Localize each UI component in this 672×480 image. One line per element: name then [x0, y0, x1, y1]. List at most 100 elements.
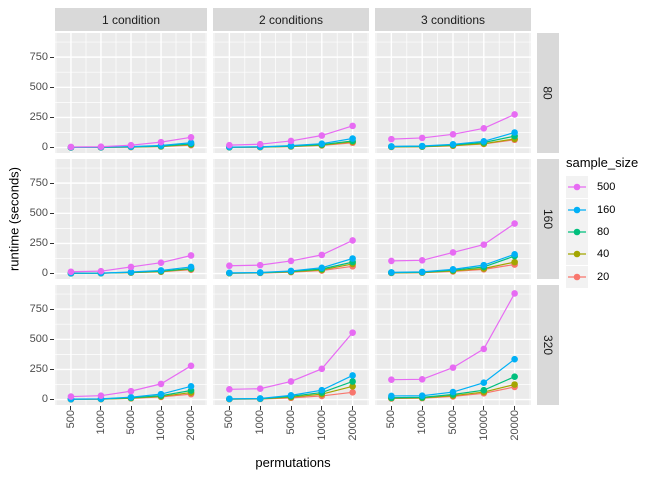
y-tick-label: 250 — [29, 362, 48, 375]
y-tick-mark — [50, 368, 54, 370]
data-point-160 — [256, 395, 264, 402]
data-point-160 — [388, 269, 395, 276]
x-tick-mark — [228, 406, 230, 410]
facet-row-strip-label: 80 — [540, 86, 555, 100]
facet-row-strip-label: 320 — [541, 334, 555, 356]
x-tick-label-text: 5000 — [285, 410, 297, 435]
x-tick-label-text: 500 — [385, 410, 398, 429]
data-point-500 — [449, 249, 457, 256]
data-point-160 — [449, 388, 457, 396]
data-point-160 — [480, 138, 488, 145]
facet-col-strip-label: 3 conditions — [420, 12, 486, 27]
y-tick-label: 500 — [29, 332, 48, 345]
data-point-500 — [256, 385, 264, 393]
data-point-500 — [97, 392, 105, 400]
data-point-500 — [256, 140, 264, 148]
facet-row-strip-label: 160 — [541, 208, 555, 230]
y-tick-label: 750 — [29, 302, 48, 315]
x-axis-title: permutations — [255, 455, 331, 470]
data-point-500 — [349, 122, 356, 130]
data-point-500 — [388, 376, 395, 383]
x-tick-label: 10000 — [315, 410, 329, 456]
data-point-500 — [157, 380, 165, 388]
data-point-500 — [187, 252, 195, 259]
legend: sample_size 500 160 80 40 20 — [566, 156, 670, 288]
facet-panel — [213, 33, 369, 153]
x-tick-label: 20000 — [346, 410, 360, 456]
data-point-500 — [480, 241, 488, 248]
data-point-500 — [127, 263, 135, 271]
data-point-500 — [226, 386, 233, 393]
data-point-500 — [157, 138, 165, 146]
data-point-500 — [418, 134, 426, 142]
x-tick-label: 20000 — [508, 410, 522, 456]
legend-key-icon — [566, 176, 588, 199]
data-point-500 — [67, 268, 75, 276]
facet-row-strip: 80 — [537, 33, 559, 153]
y-tick-label: 0 — [41, 267, 48, 280]
legend-entry: 80 — [566, 220, 670, 243]
y-tick-label: 250 — [29, 110, 48, 123]
y-tick-label: 0 — [41, 141, 48, 154]
x-tick-label: 10000 — [154, 410, 168, 456]
x-tick-label-text: 10000 — [477, 410, 490, 441]
y-tick-label: 0 — [41, 393, 48, 406]
legend-key-icon — [566, 198, 588, 221]
x-tick-label-text: 5000 — [447, 410, 459, 435]
data-point-500 — [287, 257, 295, 265]
data-point-500 — [349, 329, 356, 336]
data-point-160 — [287, 142, 295, 149]
data-point-500 — [318, 365, 326, 373]
data-point-160 — [256, 269, 264, 276]
x-tick-label: 5000 — [446, 410, 460, 456]
y-tick-label: 500 — [29, 206, 48, 219]
data-point-500 — [127, 141, 135, 149]
facet-panel — [375, 159, 531, 279]
facet-panel — [375, 285, 531, 405]
y-tick-mark — [50, 147, 54, 149]
x-tick-mark — [452, 406, 454, 410]
data-point-160 — [349, 255, 356, 262]
facet-col-strip: 2 conditions — [213, 8, 369, 31]
data-point-80 — [511, 373, 518, 380]
x-tick-label: 500 — [384, 410, 398, 456]
legend-title: sample_size — [566, 155, 639, 170]
data-point-160 — [349, 135, 356, 142]
legend-key-icon — [566, 243, 588, 266]
data-point-500 — [256, 261, 264, 269]
data-point-160 — [449, 141, 457, 148]
legend-entry-label: 20 — [597, 270, 610, 283]
facet-col-strip-label: 2 conditions — [258, 12, 324, 27]
x-tick-mark — [130, 406, 132, 410]
data-point-160 — [127, 268, 135, 276]
data-point-500 — [157, 259, 165, 267]
data-point-500 — [449, 364, 457, 371]
y-tick-mark — [50, 242, 54, 244]
facet-panel — [55, 285, 207, 405]
data-point-500 — [388, 257, 395, 265]
data-point-160 — [418, 392, 426, 400]
data-point-500 — [480, 345, 488, 353]
data-point-80 — [480, 386, 488, 394]
x-tick-label-text: 500 — [64, 410, 77, 429]
x-tick-mark — [160, 406, 162, 410]
x-tick-label-text: 10000 — [315, 410, 328, 441]
y-tick-label: 750 — [29, 50, 48, 63]
x-tick-mark — [290, 406, 292, 410]
data-point-500 — [418, 257, 426, 264]
y-tick-mark — [50, 212, 54, 214]
legend-key-icon — [566, 265, 588, 288]
data-point-160 — [187, 383, 195, 390]
legend-entry: 500 — [566, 176, 670, 199]
data-point-500 — [418, 376, 426, 383]
data-point-160 — [511, 355, 518, 363]
y-tick-label: 750 — [29, 176, 48, 189]
data-point-160 — [418, 268, 426, 276]
x-tick-mark — [514, 406, 516, 410]
facet-panel — [375, 33, 531, 153]
facet-panel — [213, 159, 369, 279]
x-tick-mark — [352, 406, 354, 410]
data-point-500 — [318, 251, 326, 259]
data-point-160 — [480, 261, 488, 269]
facet-panel — [55, 159, 207, 279]
